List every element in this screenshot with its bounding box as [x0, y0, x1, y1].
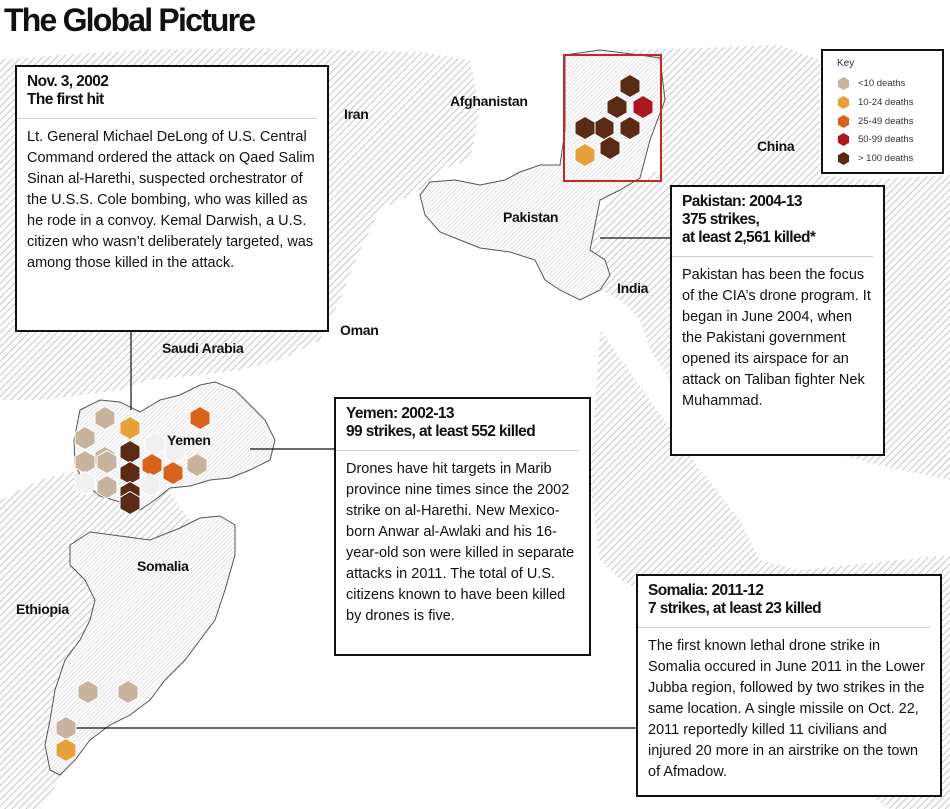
callout-heading-line: Yemen: 2002-13: [346, 405, 455, 422]
strike-hex: [119, 415, 141, 441]
map-label-iran: Iran: [344, 106, 369, 122]
callout-heading: Pakistan: 2004-13 375 strikes, at least …: [672, 187, 873, 257]
strike-hex: [117, 679, 139, 705]
strike-hex: [186, 452, 208, 478]
legend-item: 50-99 deaths: [837, 132, 913, 146]
map-label-yemen: Yemen: [167, 432, 211, 448]
callout-body: Lt. General Michael DeLong of U.S. Centr…: [27, 129, 315, 271]
legend-label: 10-24 deaths: [858, 96, 914, 108]
pakistan-region: [419, 49, 666, 301]
callout-pakistan: Pakistan: 2004-13 375 strikes, at least …: [670, 185, 885, 456]
map-label-ethiopia: Ethiopia: [16, 601, 69, 617]
callout-heading-line: The first hit: [27, 91, 104, 108]
map-label-pakistan: Pakistan: [503, 209, 559, 225]
empty-hex: [74, 470, 96, 496]
callout-heading-line: 375 strikes,: [682, 211, 760, 228]
hex-icon: [837, 151, 850, 165]
callout-heading-line: Nov. 3, 2002: [27, 73, 109, 90]
callout-heading: Somalia: 2011-12 7 strikes, at least 23 …: [638, 576, 930, 628]
strike-hex: [619, 73, 641, 99]
strike-hex: [162, 460, 184, 486]
callout-body: The first known lethal drone strike in S…: [648, 638, 926, 780]
map-label-saudi-arabia: Saudi Arabia: [162, 340, 244, 356]
empty-hex: [139, 472, 161, 498]
hex-icon: [837, 76, 850, 90]
legend-label: 50-99 deaths: [858, 133, 914, 145]
strike-hex: [189, 405, 211, 431]
strike-hex: [77, 679, 99, 705]
strike-hex: [74, 425, 96, 451]
strike-hex: [632, 94, 654, 120]
map-label-somalia: Somalia: [137, 558, 189, 574]
legend-item: 25-49 deaths: [837, 114, 913, 128]
legend-title: Key: [837, 58, 855, 69]
strike-hexes: [55, 73, 654, 763]
callout-heading: Nov. 3, 2002 The first hit: [17, 67, 317, 119]
callout-heading-line: 7 strikes, at least 23 killed: [648, 600, 822, 617]
pakistan-highlight-box: [563, 54, 662, 182]
strike-hex: [96, 449, 118, 475]
somalia-region: [44, 515, 236, 776]
map-label-china: China: [757, 138, 795, 154]
legend-label: 25-49 deaths: [858, 115, 914, 127]
callout-heading-line: Somalia: 2011-12: [648, 582, 764, 599]
map-label-oman: Oman: [340, 322, 379, 338]
legend-label: <10 deaths: [858, 77, 906, 89]
callout-body: Drones have hit targets in Marib provinc…: [346, 461, 575, 624]
callout-yemen: Yemen: 2002-13 99 strikes, at least 552 …: [334, 397, 591, 656]
strike-hex: [599, 135, 621, 161]
callout-first-hit: Nov. 3, 2002 The first hit Lt. General M…: [15, 65, 329, 332]
strike-hex: [606, 94, 628, 120]
callout-heading-line: at least 2,561 killed*: [682, 229, 816, 246]
strike-hex: [574, 115, 596, 141]
legend: Key <10 deaths 10-24 deaths 25-49 deaths…: [821, 49, 944, 174]
callout-body: Pakistan has been the focus of the CIA’s…: [682, 267, 871, 409]
callout-somalia: Somalia: 2011-12 7 strikes, at least 23 …: [636, 574, 942, 797]
hex-icon: [837, 114, 850, 128]
callout-connectors: [68, 237, 670, 729]
strike-hex: [55, 737, 77, 763]
callout-heading: Yemen: 2002-13 99 strikes, at least 552 …: [336, 399, 579, 451]
legend-item: 10-24 deaths: [837, 95, 913, 109]
map-label-afghanistan: Afghanistan: [450, 93, 528, 109]
strike-hex: [96, 474, 118, 500]
strike-hex: [574, 142, 596, 168]
legend-label: > 100 deaths: [858, 152, 914, 164]
legend-item: > 100 deaths: [837, 151, 913, 165]
hex-icon: [837, 95, 850, 109]
callout-heading-line: Pakistan: 2004-13: [682, 193, 803, 210]
strike-hex: [619, 115, 641, 141]
map-label-india: India: [617, 280, 649, 296]
hex-icon: [837, 132, 850, 146]
legend-item: <10 deaths: [837, 76, 905, 90]
callout-heading-line: 99 strikes, at least 552 killed: [346, 423, 536, 440]
page-title: The Global Picture: [4, 2, 256, 38]
strike-hex: [119, 490, 141, 516]
strike-hex: [94, 405, 116, 431]
